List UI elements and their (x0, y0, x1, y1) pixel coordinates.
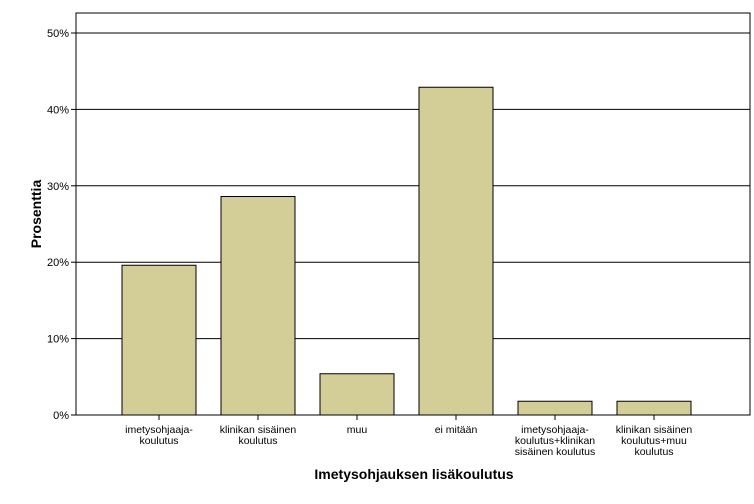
x-axis-title: Imetysohjauksen lisäkoulutus (314, 466, 513, 482)
bar (517, 400, 593, 416)
y-tick-label: 40% (47, 104, 69, 116)
bar (616, 400, 692, 416)
bar (121, 264, 197, 416)
x-tick-label: ei mitään (435, 424, 478, 436)
x-tick-label: imetysohjaaja-koulutus+klinikan sisäinen … (515, 424, 596, 458)
y-tick-label: 10% (47, 334, 69, 346)
y-tick-label: 0% (53, 410, 69, 422)
bar (319, 373, 395, 416)
bar (220, 195, 296, 416)
x-axis-ticks: imetysohjaaja-koulutus klinikan sisäinen k… (125, 415, 692, 458)
x-tick-label: klinikan sisäinen koulutus (220, 424, 297, 447)
bar (418, 86, 494, 416)
y-axis-title: Prosenttia (28, 180, 44, 249)
bars (121, 86, 692, 416)
x-tick-label: imetysohjaaja-koulutus (125, 424, 193, 447)
y-tick-label: 50% (47, 28, 69, 40)
x-tick-label: klinikan sisäinen koulutus+muu koulutus (616, 424, 693, 458)
y-tick-label: 20% (47, 257, 69, 269)
y-tick-label: 30% (47, 181, 69, 193)
x-tick-label: muu (347, 424, 368, 436)
y-axis-ticks: 0% 10% 20% 30% 40% 50% (47, 28, 76, 422)
